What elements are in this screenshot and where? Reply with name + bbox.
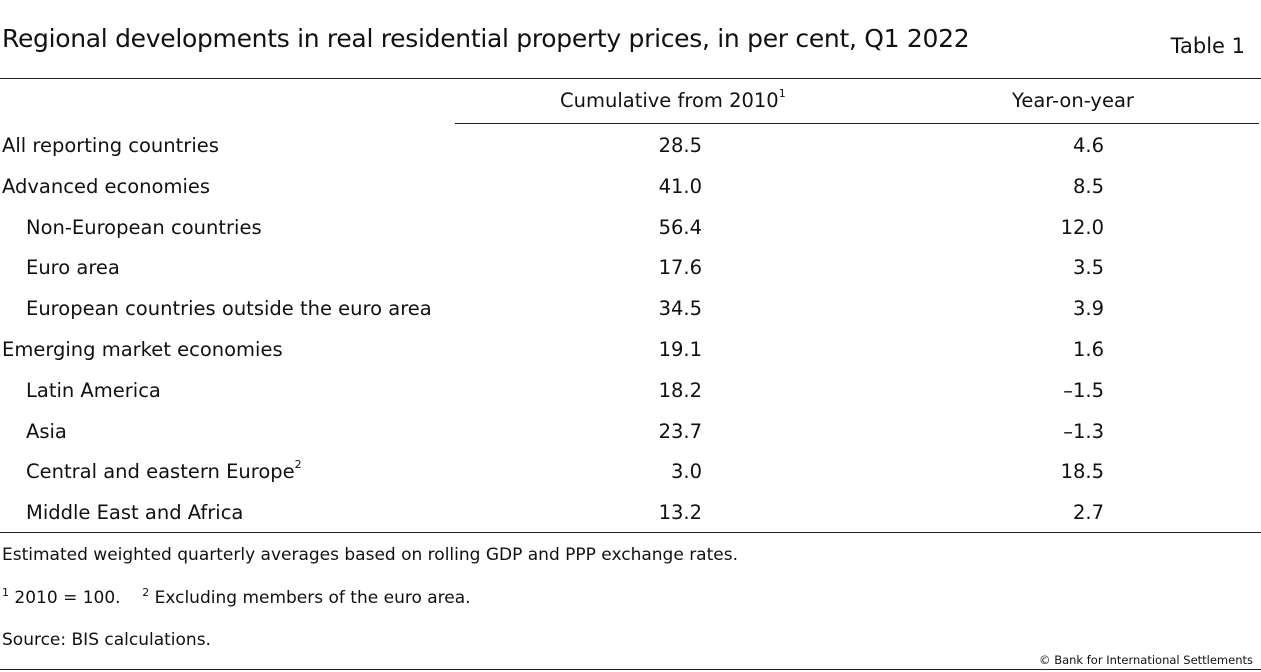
cell-cumulative: 19.1 bbox=[658, 338, 702, 361]
cell-cumulative: 34.5 bbox=[658, 297, 702, 321]
cell-cumulative: 18.2 bbox=[658, 378, 702, 402]
table-row: Non-European countries 56.4 12.0 bbox=[0, 216, 1261, 256]
row-label: Latin America bbox=[26, 379, 161, 402]
source-note: Source: BIS calculations. bbox=[2, 630, 211, 650]
row-label-text: Euro area bbox=[26, 256, 120, 280]
row-label: Euro area bbox=[26, 256, 120, 279]
footnote-mark-1: 1 bbox=[2, 586, 9, 599]
row-label: Advanced economies bbox=[2, 175, 210, 198]
cell-yoy: 2.7 bbox=[1072, 501, 1104, 525]
table-row: Central and eastern Europe2 3.0 18.5 bbox=[0, 458, 1261, 500]
row-label: Non-European countries bbox=[26, 216, 262, 239]
cell-yoy: 3.9 bbox=[1072, 297, 1104, 321]
row-label-text: Latin America bbox=[26, 378, 161, 402]
cell-yoy: 12.0 bbox=[1060, 215, 1104, 239]
footnotes-numbered: 1 2010 = 100. 2 Excluding members of the… bbox=[2, 586, 471, 608]
row-label-text: Central and eastern Europe bbox=[26, 460, 295, 484]
row-label: Emerging market economies bbox=[2, 338, 283, 361]
cell-yoy: 18.5 bbox=[1060, 460, 1104, 484]
row-label-text: European countries outside the euro area bbox=[26, 297, 432, 321]
row-label: Central and eastern Europe2 bbox=[26, 458, 302, 484]
column-header-cumulative-text: Cumulative from 2010 bbox=[560, 89, 779, 112]
row-label: European countries outside the euro area bbox=[26, 297, 432, 320]
table-row: European countries outside the euro area… bbox=[0, 297, 1261, 337]
top-rule bbox=[0, 78, 1261, 79]
cell-cumulative: 28.5 bbox=[658, 134, 702, 157]
table-row: All reporting countries 28.5 4.6 bbox=[0, 134, 1261, 174]
table-row: Latin America 18.2 –1.5 bbox=[0, 379, 1261, 419]
row-label-text: Asia bbox=[26, 419, 67, 443]
row-label: Asia bbox=[26, 420, 67, 443]
cell-yoy: –1.3 bbox=[1063, 419, 1104, 443]
table-row: Emerging market economies 19.1 1.6 bbox=[0, 338, 1261, 378]
table-number: Table 1 bbox=[1170, 34, 1245, 58]
table-row: Advanced economies 41.0 8.5 bbox=[0, 175, 1261, 215]
cell-yoy: 1.6 bbox=[1072, 338, 1104, 361]
page-bottom-rule bbox=[0, 669, 1261, 670]
copyright: © Bank for International Settlements bbox=[1039, 653, 1253, 667]
cell-cumulative: 3.0 bbox=[670, 460, 702, 484]
cell-cumulative: 56.4 bbox=[658, 215, 702, 239]
footnote-general: Estimated weighted quarterly averages ba… bbox=[2, 545, 738, 565]
row-label-text: All reporting countries bbox=[2, 134, 219, 157]
row-label-text: Middle East and Africa bbox=[26, 501, 244, 525]
footnote-1: 2010 = 100. bbox=[14, 588, 121, 608]
table-row: Middle East and Africa 13.2 2.7 bbox=[0, 501, 1261, 541]
footnote-ref: 1 bbox=[778, 87, 786, 100]
row-label-text: Advanced economies bbox=[2, 174, 211, 198]
row-label: All reporting countries bbox=[2, 134, 219, 157]
row-label: Middle East and Africa bbox=[26, 501, 243, 524]
bottom-rule bbox=[0, 532, 1261, 533]
footnote-ref: 2 bbox=[294, 458, 302, 472]
cell-cumulative: 17.6 bbox=[658, 256, 702, 280]
cell-yoy: 3.5 bbox=[1072, 256, 1104, 280]
table-row: Asia 23.7 –1.3 bbox=[0, 420, 1261, 460]
cell-yoy: 8.5 bbox=[1072, 174, 1104, 198]
cell-yoy: 4.6 bbox=[1072, 134, 1104, 157]
column-header-cumulative: Cumulative from 20101 bbox=[560, 87, 786, 112]
cell-yoy: –1.5 bbox=[1063, 378, 1104, 402]
cell-cumulative: 41.0 bbox=[658, 174, 702, 198]
row-label-text: Emerging market economies bbox=[2, 338, 283, 361]
cell-cumulative: 23.7 bbox=[658, 419, 702, 443]
footnote-2: Excluding members of the euro area. bbox=[154, 588, 471, 608]
header-rule bbox=[455, 123, 1259, 124]
column-header-yoy: Year-on-year bbox=[1012, 89, 1134, 112]
cell-cumulative: 13.2 bbox=[658, 501, 702, 525]
table-row: Euro area 17.6 3.5 bbox=[0, 256, 1261, 296]
row-label-text: Non-European countries bbox=[26, 215, 262, 239]
table-title: Regional developments in real residentia… bbox=[2, 24, 970, 53]
footnote-mark-2: 2 bbox=[142, 586, 150, 599]
